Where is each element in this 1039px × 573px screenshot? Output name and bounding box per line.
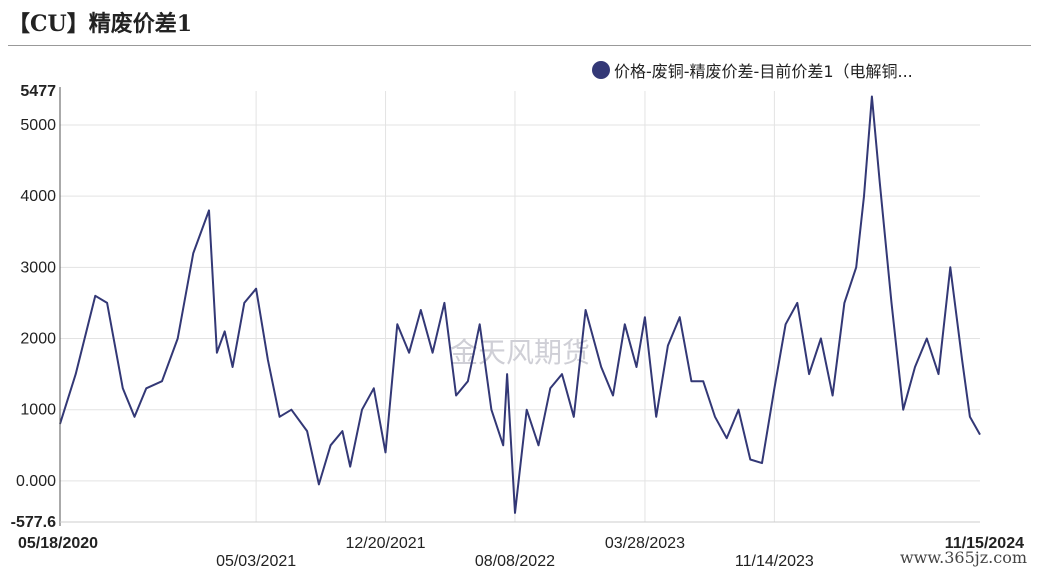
site-watermark: www.365jz.com (899, 548, 1027, 567)
title-divider (8, 45, 1031, 46)
y-tick-label: 4000 (20, 188, 56, 205)
x-tick-label: 05/18/2020 (18, 535, 98, 552)
x-tick-label: 11/14/2023 (735, 553, 814, 570)
y-tick-label: 3000 (20, 259, 56, 276)
x-tick-label: 11/15/2024 (945, 535, 1024, 552)
x-tick-label: 05/03/2021 (216, 553, 296, 570)
x-tick-label: 12/20/2021 (345, 535, 425, 552)
y-tick-label: 5477 (20, 83, 56, 100)
x-tick-label: 03/28/2023 (605, 535, 685, 552)
y-tick-label: 1000 (20, 402, 56, 419)
y-tick-label: -577.6 (11, 514, 56, 531)
legend-series-marker (592, 61, 610, 79)
axes: 5477 5000 4000 3000 2000 1000 0.000 -577.6 05/18… (11, 83, 1024, 570)
y-tick-label: 5000 (20, 117, 56, 134)
grid (60, 91, 980, 522)
legend-series-label: 价格-废铜-精废价差-目前价差1（电解铜... (614, 62, 913, 81)
series-line (59, 95, 981, 514)
series-layer (59, 95, 981, 514)
chart-title: 【CU】精废价差1 (8, 11, 193, 37)
y-tick-label: 0.000 (16, 473, 56, 490)
y-tick-label: 2000 (20, 331, 56, 348)
legend[interactable]: 价格-废铜-精废价差-目前价差1（电解铜... (592, 58, 913, 82)
x-tick-label: 08/08/2022 (475, 553, 555, 570)
